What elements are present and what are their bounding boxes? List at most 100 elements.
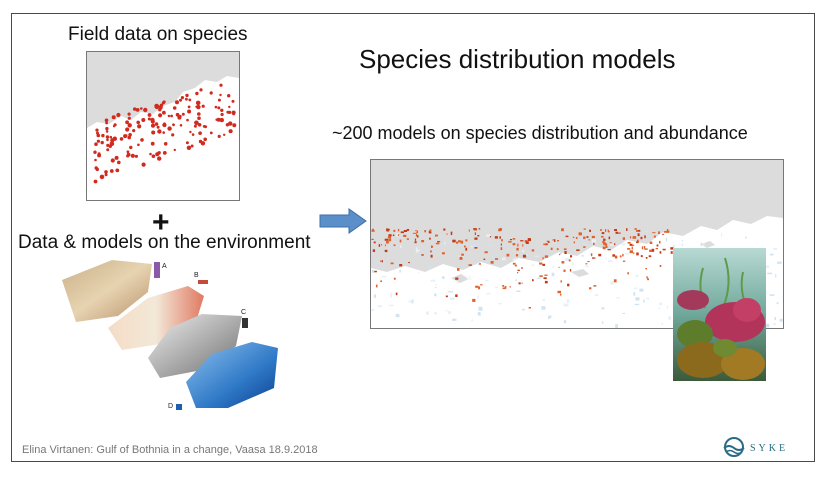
high-abundance-cell: [563, 248, 567, 251]
occurrence-point: [154, 103, 159, 109]
low-abundance-cell: [645, 230, 648, 233]
high-abundance-cell: [547, 241, 550, 243]
high-abundance-cell: [408, 262, 410, 264]
occurrence-point: [95, 128, 99, 132]
high-abundance-cell: [649, 241, 653, 244]
high-abundance-cell: [395, 292, 398, 296]
high-abundance-cell: [399, 239, 402, 243]
low-abundance-cell: [460, 243, 466, 245]
low-abundance-cell: [769, 253, 774, 256]
occurrence-point: [101, 133, 105, 138]
high-abundance-cell: [500, 247, 503, 250]
high-abundance-cell: [431, 245, 433, 248]
occurrence-point: [141, 118, 146, 122]
occurrence-point: [220, 112, 224, 117]
high-abundance-cell: [587, 261, 590, 263]
high-abundance-cell: [500, 243, 502, 246]
low-abundance-cell: [445, 310, 448, 312]
high-abundance-cell: [636, 241, 639, 244]
occurrence-point: [179, 124, 183, 127]
occurrence-point: [191, 133, 195, 136]
high-abundance-cell: [499, 236, 501, 239]
high-abundance-cell: [430, 254, 433, 258]
low-abundance-cell: [551, 272, 555, 277]
high-abundance-cell: [498, 228, 501, 232]
low-abundance-cell: [477, 312, 481, 316]
low-abundance-cell: [659, 302, 663, 306]
high-abundance-cell: [544, 280, 548, 284]
high-abundance-cell: [388, 234, 392, 237]
occurrence-point: [228, 105, 231, 109]
low-abundance-cell: [432, 246, 435, 249]
low-abundance-cell: [548, 317, 550, 320]
high-abundance-cell: [397, 234, 400, 236]
occurrence-point: [141, 162, 146, 167]
occurrence-point: [137, 143, 140, 147]
high-abundance-cell: [619, 255, 622, 258]
high-abundance-cell: [416, 231, 418, 233]
high-abundance-cell: [568, 259, 571, 262]
low-abundance-cell: [418, 272, 420, 274]
high-abundance-cell: [456, 241, 459, 244]
high-abundance-cell: [521, 267, 523, 269]
high-abundance-cell: [658, 231, 660, 234]
high-abundance-cell: [640, 255, 643, 258]
occurrence-point: [209, 131, 213, 135]
high-abundance-cell: [468, 264, 472, 266]
low-abundance-cell: [478, 306, 483, 311]
occurrence-point: [171, 133, 175, 137]
high-abundance-cell: [443, 228, 446, 231]
low-abundance-cell: [625, 253, 630, 255]
occurrence-point: [179, 114, 182, 118]
high-abundance-cell: [659, 265, 662, 267]
high-abundance-cell: [478, 286, 480, 290]
high-abundance-cell: [435, 234, 438, 237]
low-abundance-cell: [563, 320, 567, 324]
occurrence-point: [195, 91, 199, 96]
high-abundance-cell: [512, 238, 516, 240]
high-abundance-cell: [430, 250, 432, 253]
low-abundance-cell: [667, 305, 669, 309]
high-abundance-cell: [375, 284, 378, 288]
low-abundance-cell: [541, 306, 546, 310]
occurrence-point: [104, 118, 109, 123]
occurrence-point: [96, 139, 100, 143]
high-abundance-cell: [598, 253, 602, 257]
high-abundance-cell: [586, 236, 589, 238]
occurrence-point: [140, 138, 144, 142]
high-abundance-cell: [651, 248, 655, 252]
low-abundance-cell: [396, 233, 399, 237]
occurrence-point: [106, 143, 110, 147]
high-abundance-cell: [390, 262, 394, 265]
high-abundance-cell: [517, 243, 519, 247]
high-abundance-cell: [371, 230, 375, 232]
high-abundance-cell: [627, 242, 631, 244]
high-abundance-cell: [552, 239, 555, 241]
occurrence-point: [158, 151, 161, 154]
high-abundance-cell: [572, 236, 575, 238]
high-abundance-cell: [653, 235, 656, 238]
high-abundance-cell: [514, 264, 517, 267]
high-abundance-cell: [480, 284, 483, 286]
low-abundance-cell: [639, 288, 644, 292]
high-abundance-cell: [632, 236, 637, 239]
low-abundance-cell: [476, 262, 480, 266]
occurrence-point: [150, 141, 155, 146]
low-abundance-cell: [700, 242, 703, 247]
occurrence-point: [125, 134, 128, 137]
low-abundance-cell: [601, 321, 604, 324]
low-abundance-cell: [515, 257, 518, 260]
low-abundance-cell: [372, 269, 375, 273]
high-abundance-cell: [629, 243, 633, 246]
high-abundance-cell: [655, 248, 659, 250]
high-abundance-cell: [414, 241, 417, 244]
high-abundance-cell: [543, 243, 547, 246]
high-abundance-cell: [429, 237, 431, 240]
high-abundance-cell: [386, 230, 390, 232]
occurrence-point: [162, 110, 166, 115]
low-abundance-cell: [537, 277, 541, 279]
high-abundance-cell: [545, 243, 548, 246]
high-abundance-cell: [603, 242, 606, 246]
high-abundance-cell: [603, 238, 606, 241]
occurrence-point: [181, 112, 185, 116]
